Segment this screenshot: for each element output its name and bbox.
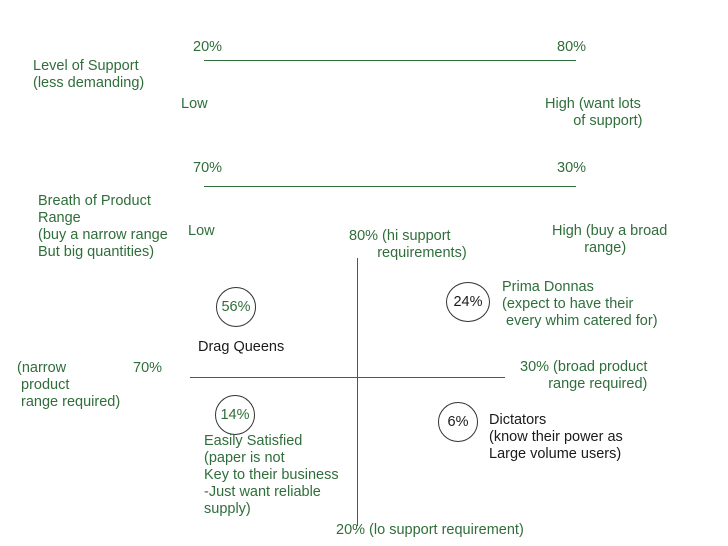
prima-donnas-pct: 24% xyxy=(453,294,483,310)
vertical-axis xyxy=(357,258,358,526)
horizontal-axis xyxy=(190,377,505,378)
dictators-label: Dictators (know their power as Large vol… xyxy=(489,412,623,462)
dictators-pct-circle: 6% xyxy=(438,402,478,442)
support-right-pct: 80% xyxy=(557,39,587,55)
range-scale-label: Breath of Product Range (buy a narrow ra… xyxy=(38,193,168,260)
axis-left-pct: 70% xyxy=(133,360,163,376)
prima-donnas-label: Prima Donnas (expect to have their every… xyxy=(502,279,658,329)
range-high-label: High (buy a broad range) xyxy=(552,223,668,256)
range-scale-line xyxy=(204,186,576,187)
axis-right-label: 30% (broad product range required) xyxy=(520,359,648,392)
easily-satisfied-label: Easily Satisfied (paper is not Key to th… xyxy=(204,433,339,517)
support-low-label: Low xyxy=(181,96,208,112)
axis-left-label: (narrow product range required) xyxy=(17,360,121,410)
prima-donnas-pct-circle: 24% xyxy=(446,282,490,322)
drag-queens-pct-circle: 56% xyxy=(216,287,256,327)
axis-top-label: 80% (hi support requirements) xyxy=(349,228,467,261)
easily-satisfied-pct-circle: 14% xyxy=(215,395,255,435)
range-low-label: Low xyxy=(188,223,215,239)
dictators-pct: 6% xyxy=(447,414,469,430)
support-high-label: High (want lots of support) xyxy=(545,96,643,129)
drag-queens-pct: 56% xyxy=(221,299,251,315)
easily-satisfied-pct: 14% xyxy=(220,407,250,423)
support-scale-line xyxy=(204,60,576,61)
support-scale-label: Level of Support (less demanding) xyxy=(33,58,145,91)
drag-queens-label: Drag Queens xyxy=(198,339,285,355)
range-right-pct: 30% xyxy=(557,160,587,176)
range-left-pct: 70% xyxy=(193,160,223,176)
support-left-pct: 20% xyxy=(193,39,223,55)
axis-bottom-label: 20% (lo support requirement) xyxy=(336,522,524,538)
